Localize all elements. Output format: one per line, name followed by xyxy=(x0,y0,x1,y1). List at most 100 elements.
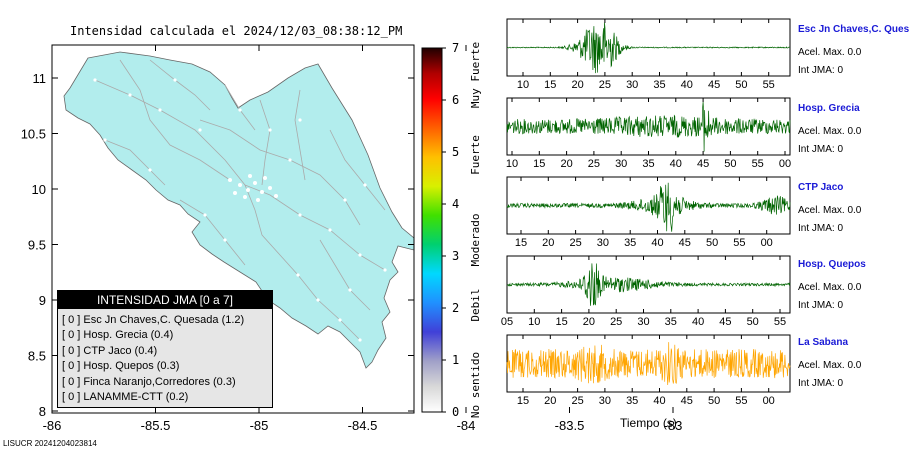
map-xtick-label: -85 xyxy=(250,418,269,433)
legend-item: [ 0 ] Hosp. Quepos (0.3) xyxy=(62,360,180,373)
legend-item: [ 0 ] Finca Naranjo,Corredores (0.3) xyxy=(62,375,236,388)
map-xtick-label: -86 xyxy=(43,418,62,433)
waveform-trace xyxy=(506,101,791,152)
waveform-tick-label: 30 xyxy=(599,395,611,407)
waveform-trace xyxy=(506,182,791,232)
legend-item: [ 0 ] CTP Jaco (0.4) xyxy=(62,344,158,357)
colorbar-category-label: Moderado xyxy=(469,214,482,267)
waveform-tick-label: 45 xyxy=(697,158,709,170)
colorbar-tick-label: 7 xyxy=(452,41,459,55)
waveform-tick-label: 20 xyxy=(542,237,554,249)
legend-item: [ 0 ] LANAMME-CTT (0.2) xyxy=(62,391,189,404)
waveform-tick-label: 10 xyxy=(528,316,540,328)
waveform-tick-label: 55 xyxy=(735,395,747,407)
waveform-tick-label: 35 xyxy=(642,158,654,170)
station-int: Int JMA: 0 xyxy=(798,223,844,234)
waveform-tick-label: 55 xyxy=(763,79,775,91)
intensity-legend: INTENSIDAD JMA [0 a 7] [ 0 ] Esc Jn Chav… xyxy=(57,290,273,408)
station-name: Esc Jn Chaves,C. Ques xyxy=(798,24,910,35)
legend-item: [ 0 ] Esc Jn Chaves,C. Quesada (1.2) xyxy=(62,314,245,326)
map-xtick-label: -84 xyxy=(457,418,476,433)
waveform-tick-label: 25 xyxy=(588,158,600,170)
station-name: Hosp. Grecia xyxy=(798,103,860,114)
waveform-tick-label: 00 xyxy=(763,395,775,407)
waveform-panel: 10 15 20 25 30 35 40 45 50 55 xyxy=(506,18,791,91)
waveform-tick-label: 25 xyxy=(610,316,622,328)
waveform-tick-label: 45 xyxy=(719,316,731,328)
legend-list: [ 0 ] Esc Jn Chaves,C. Quesada (1.2) [ 0 … xyxy=(58,309,272,405)
waveform-tick-label: 50 xyxy=(724,158,736,170)
waveform-tick-label: 40 xyxy=(653,395,665,407)
station-name: La Sabana xyxy=(798,337,849,348)
colorbar-tick-label: 2 xyxy=(452,301,459,315)
waveform-tick-label: 25 xyxy=(569,237,581,249)
waveform-trace xyxy=(506,22,791,74)
waveform-tick-label: 20 xyxy=(544,395,556,407)
waveform-tick-label: 35 xyxy=(624,237,636,249)
map-xtick-label: -84.5 xyxy=(348,418,378,433)
map-ytick-label: 9 xyxy=(39,293,46,308)
waveform-tick-label: 15 xyxy=(515,237,527,249)
waveform-tick-label: 15 xyxy=(517,395,529,407)
waveform-tick-label: 55 xyxy=(733,237,745,249)
waveform-panel: 15 20 25 30 35 40 45 50 55 00 xyxy=(506,334,791,407)
waveform-tick-label: 45 xyxy=(679,237,691,249)
waveform-tick-label: 20 xyxy=(583,316,595,328)
waveform-tick-label: 50 xyxy=(706,237,718,249)
waveform-tick-label: 10 xyxy=(506,158,518,170)
waveform-tick-label: 35 xyxy=(665,316,677,328)
map-ytick-label: 8.5 xyxy=(28,349,46,364)
waveform-tick-label: 55 xyxy=(752,158,764,170)
waveform-tick-label: 00 xyxy=(761,237,773,249)
waveform-tick-label: 10 xyxy=(517,79,529,91)
waveform-tick-label: 20 xyxy=(571,79,583,91)
legend-item: [ 0 ] Hosp. Grecia (0.4) xyxy=(62,329,174,342)
waveform-tick-label: 15 xyxy=(555,316,567,328)
waveform-tick-label: 40 xyxy=(692,316,704,328)
colorbar-tick-label: 6 xyxy=(452,93,459,107)
station-acel: Acel. Max. 0.0 xyxy=(798,360,862,371)
station-points xyxy=(93,78,387,342)
station-acel: Acel. Max. 0.0 xyxy=(798,205,862,216)
colorbar-tick-label: 4 xyxy=(452,197,459,211)
waveform-tick-label: 25 xyxy=(599,79,611,91)
station-name: CTP Jaco xyxy=(798,182,844,193)
waveform-tick-label: 45 xyxy=(708,79,720,91)
waveform-tick-label: 50 xyxy=(708,395,720,407)
map-ytick-label: 11 xyxy=(33,71,47,86)
station-acel: Acel. Max. 0.0 xyxy=(798,47,862,58)
waveform-trace xyxy=(506,263,791,306)
station-acel: Acel. Max. 0.0 xyxy=(798,126,862,137)
waveform-tick-label: 40 xyxy=(651,237,663,249)
time-axis-label: Tiempo (s) xyxy=(620,416,677,430)
colorbar-tick-label: 0 xyxy=(452,405,459,419)
map-ytick-label: 8 xyxy=(39,404,46,419)
map-xtick-label: -85.5 xyxy=(141,418,171,433)
map-title: Intensidad calculada el 2024/12/03_08:38… xyxy=(70,24,403,38)
colorbar-category-label: Fuerte xyxy=(469,135,482,175)
waveform-tick-label: 00 xyxy=(779,158,791,170)
colorbar-category-label: No sentido xyxy=(469,352,482,418)
map-ytick-label: 9.5 xyxy=(28,238,46,253)
waveform-trace xyxy=(506,342,791,386)
waveform-tick-label: 35 xyxy=(626,395,638,407)
waveform-panel: 15 20 25 30 35 40 45 50 55 00 xyxy=(506,176,791,249)
waveform-tick-label: 55 xyxy=(774,316,786,328)
waveform-tick-label: 15 xyxy=(544,79,556,91)
waveform-tick-label: 25 xyxy=(571,395,583,407)
waveform-panel: 10 15 20 25 30 35 40 45 50 55 00 xyxy=(506,97,791,170)
footer-stamp: LISUCR 20241204023814 xyxy=(3,439,97,448)
costa-rica-land xyxy=(63,51,414,369)
station-int: Int JMA: 0 xyxy=(798,300,844,311)
colorbar-tick-label: 1 xyxy=(452,353,459,367)
waveform-panel: 05 10 15 20 25 30 35 40 45 50 55 xyxy=(501,255,791,328)
waveform-tick-label: 30 xyxy=(626,79,638,91)
station-int: Int JMA: 0 xyxy=(798,65,844,76)
colorbar-tick-label: 5 xyxy=(452,145,459,159)
waveform-tick-label: 50 xyxy=(747,316,759,328)
map-xtick-label: -83 xyxy=(664,418,683,433)
waveform-tick-label: 15 xyxy=(533,158,545,170)
station-int: Int JMA: 0 xyxy=(798,378,844,389)
